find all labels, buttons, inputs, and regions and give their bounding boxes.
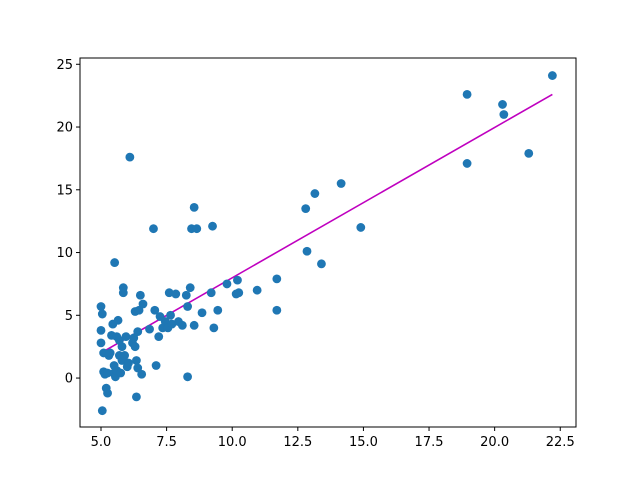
x-tick-label: 5.0 xyxy=(91,435,112,450)
data-point xyxy=(132,356,141,365)
data-point xyxy=(137,369,147,379)
data-point xyxy=(150,305,160,315)
data-point xyxy=(135,290,145,300)
x-tick-label: 20.0 xyxy=(480,435,509,450)
y-tick-label: 20 xyxy=(56,121,73,136)
data-point xyxy=(118,283,128,293)
data-point xyxy=(356,223,366,232)
data-point xyxy=(233,275,242,285)
data-point xyxy=(154,332,164,342)
x-tick-label: 10.0 xyxy=(218,435,247,450)
data-point xyxy=(234,288,244,298)
data-point xyxy=(524,148,534,158)
data-point xyxy=(132,392,141,402)
data-point xyxy=(499,110,509,119)
data-point xyxy=(208,221,217,231)
data-point xyxy=(197,308,207,318)
x-tick-label: 17.5 xyxy=(415,435,444,450)
data-point xyxy=(134,305,144,315)
x-axis: 5.0 7.5 10.0 12.5 15.0 17.5 20.0 22.5 xyxy=(91,427,575,450)
data-point xyxy=(336,179,346,188)
data-point xyxy=(302,246,312,256)
data-point xyxy=(113,315,123,325)
y-tick-label: 0 xyxy=(65,372,73,387)
data-point xyxy=(185,283,195,293)
data-point xyxy=(462,89,472,99)
fit-line-layer xyxy=(100,93,553,354)
y-tick-label: 25 xyxy=(56,58,73,73)
data-point xyxy=(97,309,107,319)
data-point xyxy=(105,348,115,358)
data-point xyxy=(192,224,202,234)
data-point xyxy=(177,320,187,330)
x-tick-label: 22.5 xyxy=(546,435,575,450)
data-point xyxy=(120,351,130,360)
data-point xyxy=(116,368,126,378)
x-tick-label: 12.5 xyxy=(283,435,312,450)
data-point xyxy=(301,204,311,214)
data-point xyxy=(103,368,112,378)
data-point xyxy=(96,302,106,311)
data-point xyxy=(272,305,282,315)
data-point xyxy=(149,224,158,234)
data-point xyxy=(183,302,192,311)
data-point xyxy=(547,71,557,80)
data-point xyxy=(133,363,143,373)
y-tick-label: 5 xyxy=(65,309,73,324)
data-point xyxy=(183,372,192,382)
data-point xyxy=(124,358,133,368)
data-point xyxy=(171,289,181,299)
y-axis: 0 5 10 15 20 25 xyxy=(56,58,80,387)
data-point xyxy=(145,324,154,334)
data-point xyxy=(310,189,320,198)
y-tick-label: 10 xyxy=(56,246,73,261)
data-point xyxy=(213,305,223,315)
data-point xyxy=(209,323,219,333)
data-point xyxy=(206,288,216,298)
data-point xyxy=(130,342,140,352)
data-point xyxy=(317,259,326,269)
data-point xyxy=(138,299,148,309)
data-point xyxy=(121,332,131,342)
data-point xyxy=(110,258,120,267)
data-point xyxy=(164,288,174,298)
data-point xyxy=(189,320,199,330)
data-point xyxy=(117,342,127,352)
data-point xyxy=(151,361,161,370)
fit-line xyxy=(100,93,553,354)
data-point xyxy=(252,285,262,295)
data-point xyxy=(97,406,107,416)
scatter-points-layer xyxy=(96,71,557,416)
data-point xyxy=(181,290,191,300)
data-point xyxy=(272,274,282,284)
data-point xyxy=(96,325,106,335)
data-point xyxy=(133,327,143,337)
data-point xyxy=(222,279,232,289)
data-point xyxy=(96,338,106,348)
plot-frame xyxy=(79,57,577,428)
x-tick-label: 15.0 xyxy=(349,435,378,450)
y-tick-label: 15 xyxy=(56,183,73,198)
data-point xyxy=(498,100,507,109)
data-point xyxy=(189,202,199,212)
data-point xyxy=(125,152,135,162)
data-point xyxy=(129,333,139,343)
data-point xyxy=(166,310,175,320)
data-point xyxy=(462,159,472,168)
x-tick-label: 7.5 xyxy=(156,435,177,450)
data-point xyxy=(103,388,112,398)
